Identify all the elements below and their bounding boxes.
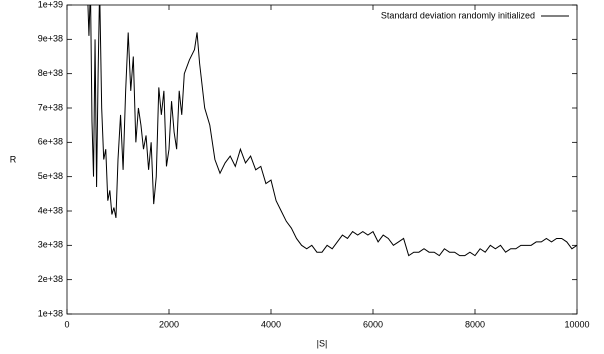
y-tick-label: 2e+38 [38, 274, 63, 284]
y-tick-label: 4e+38 [38, 205, 63, 215]
y-tick-label: 7e+38 [38, 102, 63, 112]
y-tick-label: 9e+38 [38, 34, 63, 44]
y-tick-label: 3e+38 [38, 240, 63, 250]
x-tick-label: 10000 [564, 319, 589, 329]
y-tick-label: 1e+38 [38, 308, 63, 318]
x-tick-label: 2000 [159, 319, 179, 329]
x-tick-label: 8000 [465, 319, 485, 329]
y-tick-label: 5e+38 [38, 171, 63, 181]
y-tick-label: 6e+38 [38, 137, 63, 147]
plot-frame [66, 4, 578, 315]
y-tick-label: 1e+39 [38, 0, 63, 9]
data-line [87, 5, 577, 257]
x-tick-label: 4000 [261, 319, 281, 329]
x-tick-label: 6000 [363, 319, 383, 329]
x-axis-label: |S| [317, 338, 328, 348]
y-axis-label: R [10, 154, 17, 164]
x-tick-label: 0 [64, 319, 69, 329]
y-tick-label: 8e+38 [38, 68, 63, 78]
legend-label: Standard deviation randomly initialized [381, 10, 535, 20]
